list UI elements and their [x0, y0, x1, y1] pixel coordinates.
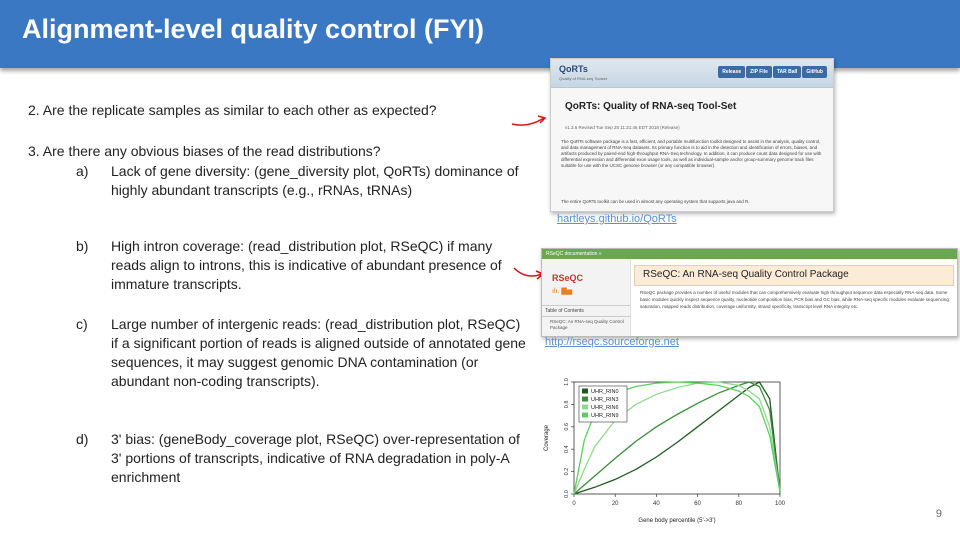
qorts-footer: The entire QoRTs toolkit can be used in …	[561, 199, 750, 204]
rseqc-logo: RSeQC	[552, 273, 584, 283]
y-tick-label: 0.0	[564, 490, 570, 498]
item-text: Large number of intergenic reads: (read_…	[111, 316, 526, 389]
x-tick-label: 40	[653, 501, 660, 507]
arrow-icon	[511, 115, 547, 126]
rseqc-screenshot: RSeQC documentation » RSeQC ılı. ▇▅ Tabl…	[541, 248, 958, 337]
legend-swatch	[582, 388, 588, 394]
x-tick-label: 0	[572, 501, 576, 507]
item-label: c)	[76, 316, 88, 332]
rseqc-topbar[interactable]: RSeQC documentation »	[542, 249, 957, 259]
item-text: High intron coverage: (read_distribution…	[111, 238, 502, 292]
qorts-revision: v1.3.6 Revised Tue Sep 25 11:21:46 EDT 2…	[565, 125, 680, 130]
rseqc-toc-heading: Table of Contents	[542, 305, 630, 317]
item-label: a)	[76, 163, 89, 179]
legend-label: UHR_RIN0	[591, 389, 619, 395]
qorts-header: QoRTs Quality of RNA-seq Toolset Release…	[551, 59, 833, 88]
x-axis-label: Gene body percentile (5'->3')	[638, 518, 715, 524]
y-tick-label: 0.4	[564, 445, 570, 453]
zip-file-button[interactable]: ZIP File	[746, 66, 772, 78]
rseqc-sidebar: RSeQC ılı. ▇▅ Table of Contents RSeQC: A…	[542, 259, 631, 336]
series-line	[573, 381, 781, 495]
list-item: a) Lack of gene diversity: (gene_diversi…	[76, 162, 526, 222]
qorts-link[interactable]: hartleys.github.io/QoRTs	[557, 213, 677, 225]
x-tick-label: 60	[694, 501, 701, 507]
tar-ball-button[interactable]: TAR Ball	[772, 66, 802, 78]
y-tick-label: 0.6	[564, 423, 570, 431]
slide-title: Alignment-level quality control (FYI)	[22, 14, 485, 44]
gene-body-coverage-chart: 0 20 40 60 80 100 0.0 0.2 0.4 0.6 0.8 1.0 UHR_RIN0 UH…	[544, 378, 786, 524]
legend-swatch	[582, 396, 588, 402]
legend-label: UHR_RIN9	[591, 413, 619, 419]
rseqc-banner: RSeQC: An RNA-seq Quality Control Packag…	[634, 265, 954, 286]
series-line	[573, 381, 781, 495]
rseqc-title: RSeQC: An RNA-seq Quality Control Packag…	[643, 269, 849, 280]
rseqc-link[interactable]: http://rseqc.sourceforge.net	[545, 336, 679, 348]
list-item: d) 3' bias: (geneBody_coverage plot, RSe…	[76, 430, 526, 490]
y-tick-label: 0.2	[564, 468, 570, 476]
qorts-description: The QoRTs software package is a fast, ef…	[561, 139, 822, 168]
qorts-brand: QoRTs	[559, 64, 588, 74]
series-line	[573, 381, 781, 495]
list-item: c) Large number of intergenic reads: (re…	[76, 315, 526, 415]
qorts-title: QoRTs: Quality of RNA-seq Tool-Set	[565, 101, 737, 112]
qorts-screenshot: QoRTs Quality of RNA-seq Toolset Release…	[550, 58, 834, 212]
y-axis-label: Coverage	[544, 424, 550, 451]
x-tick-label: 100	[775, 501, 786, 507]
legend-swatch	[582, 404, 588, 410]
legend-label: UHR_RIN6	[591, 405, 619, 411]
y-tick-label: 1.0	[564, 378, 570, 386]
x-tick-label: 80	[735, 501, 742, 507]
qorts-tagline: Quality of RNA-seq Toolset	[559, 76, 607, 81]
release-button[interactable]: Release	[718, 66, 746, 78]
question-2: 2. Are the replicate samples as similar …	[28, 102, 437, 118]
plot-frame	[573, 381, 781, 495]
github-button[interactable]: GitHub	[802, 66, 827, 78]
item-label: d)	[76, 431, 89, 447]
page-number: 9	[935, 508, 942, 520]
question-3: 3. Are there any obvious biases of the r…	[28, 143, 381, 159]
item-text: Lack of gene diversity: (gene_diversity …	[111, 163, 519, 198]
item-label: b)	[76, 238, 89, 254]
title-bar: Alignment-level quality control (FYI)	[0, 0, 960, 68]
legend-label: UHR_RIN3	[591, 397, 619, 403]
y-tick-label: 0.8	[564, 401, 570, 409]
rseqc-logo-bars: ılı. ▇▅	[552, 288, 573, 295]
rseqc-description: RSeQC package provides a number of usefu…	[640, 290, 949, 309]
x-tick-label: 20	[612, 501, 619, 507]
item-text: 3' bias: (geneBody_coverage plot, RSeQC)…	[111, 431, 520, 485]
list-item: b) High intron coverage: (read_distribut…	[76, 237, 526, 297]
legend-swatch	[582, 412, 588, 418]
rseqc-toc-link[interactable]: RSeQC: An RNA-seq Quality Control Packag…	[550, 319, 624, 330]
